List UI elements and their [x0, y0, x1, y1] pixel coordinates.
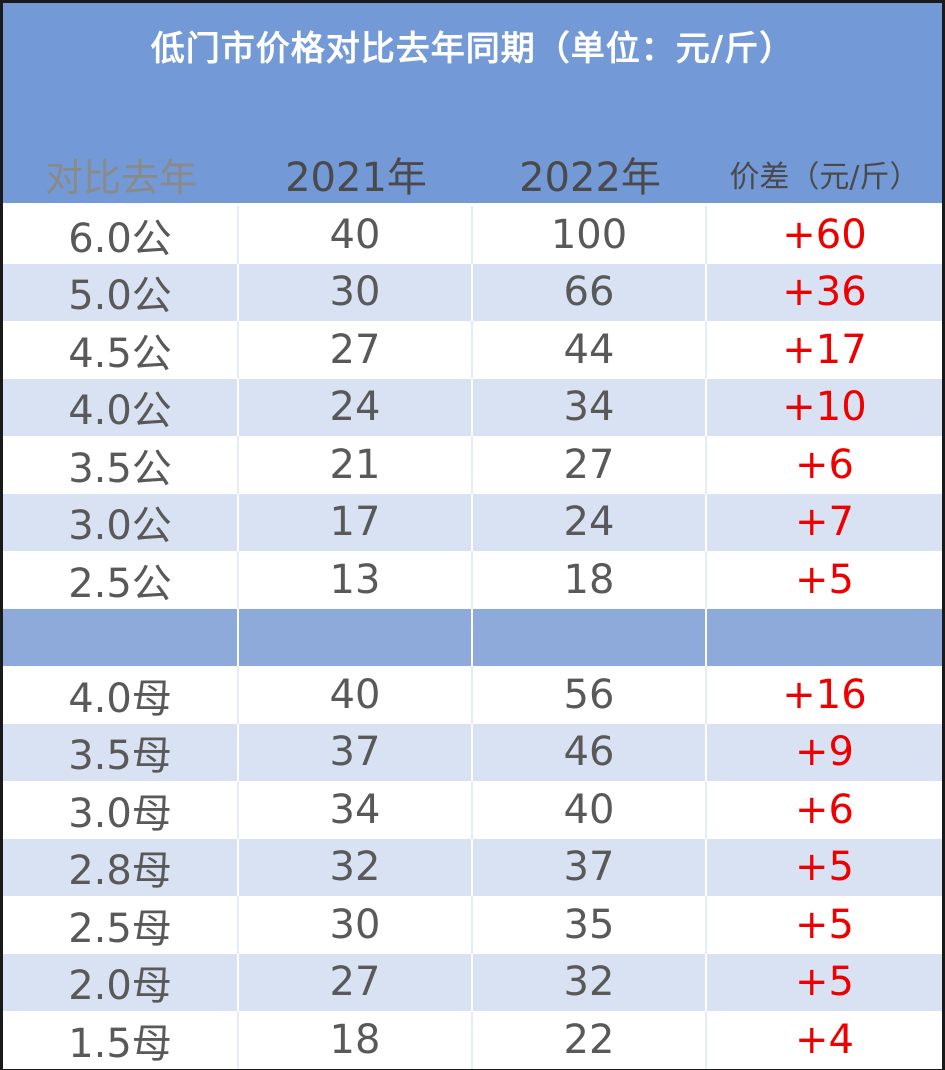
price-diff-cell: +10 — [782, 384, 867, 431]
price-2022-cell: 40 — [473, 781, 707, 839]
price-diff-cell: +17 — [782, 326, 867, 373]
spec-cell — [3, 608, 239, 666]
column-header-2022: 2022年 — [519, 155, 661, 201]
price-2021-cell — [239, 608, 473, 666]
header-banner: 低门市价格对比去年同期（单位：元/斤） 对比去年 2021年 2022年 价差（… — [3, 3, 942, 203]
price-2021-cell: 32 — [239, 838, 473, 896]
price-2021-cell: 27 — [239, 953, 473, 1011]
spec-cell: 5.0公 — [3, 263, 239, 321]
spec-cell: 4.5公 — [3, 321, 239, 379]
spec-cell: 3.5母 — [3, 723, 239, 781]
spec-cell: 1.5母 — [3, 1011, 239, 1069]
column-header-2021: 2021年 — [285, 155, 427, 201]
table-row: 4.5公 27 44 +17 — [3, 321, 942, 379]
price-diff-cell: +5 — [795, 959, 854, 1006]
price-diff-cell: +5 — [795, 556, 854, 603]
price-2022-cell: 100 — [473, 206, 707, 264]
price-diff-cell: +36 — [782, 269, 867, 316]
table-row: 2.5公 13 18 +5 — [3, 551, 942, 609]
price-2022-cell: 37 — [473, 838, 707, 896]
spec-cell: 2.8母 — [3, 838, 239, 896]
price-2022-cell: 66 — [473, 263, 707, 321]
price-diff-cell: +4 — [795, 1016, 854, 1063]
table-row: 4.0母 40 56 +16 — [3, 666, 942, 724]
price-diff-cell: +16 — [782, 671, 867, 718]
table-row: 3.0母 34 40 +6 — [3, 781, 942, 839]
price-2021-cell: 27 — [239, 321, 473, 379]
price-2022-cell: 56 — [473, 666, 707, 724]
column-header-diff: 价差（元/斤） — [729, 160, 920, 195]
price-2022-cell: 35 — [473, 896, 707, 954]
price-diff-cell: +9 — [795, 729, 854, 776]
price-2021-cell: 40 — [239, 206, 473, 264]
table-body: 6.0公 40 100 +60 5.0公 30 66 +36 4.5公 27 4… — [3, 206, 942, 1069]
spec-cell: 2.5母 — [3, 896, 239, 954]
table-row: 3.5公 21 27 +6 — [3, 436, 942, 494]
price-diff-cell: +7 — [795, 499, 854, 546]
price-2021-cell: 18 — [239, 1011, 473, 1069]
price-diff-cell — [707, 609, 942, 667]
spec-cell: 2.0母 — [3, 953, 239, 1011]
price-2022-cell: 32 — [473, 953, 707, 1011]
separator-row — [3, 608, 942, 667]
table-row: 6.0公 40 100 +60 — [3, 206, 942, 264]
price-2021-cell: 37 — [239, 723, 473, 781]
table-row: 1.5母 18 22 +4 — [3, 1011, 942, 1069]
spec-cell: 4.0公 — [3, 378, 239, 436]
price-diff-cell: +5 — [795, 901, 854, 948]
table-title: 低门市价格对比去年同期（单位：元/斤） — [150, 29, 795, 69]
spec-cell: 4.0母 — [3, 666, 239, 724]
price-diff-cell: +6 — [795, 786, 854, 833]
price-2021-cell: 30 — [239, 263, 473, 321]
price-diff-cell: +5 — [795, 844, 854, 891]
table-row: 2.5母 30 35 +5 — [3, 896, 942, 954]
spec-cell: 6.0公 — [3, 206, 239, 264]
spec-cell: 3.0母 — [3, 781, 239, 839]
price-2021-cell: 40 — [239, 666, 473, 724]
price-diff-cell: +6 — [795, 441, 854, 488]
table-row: 2.0母 27 32 +5 — [3, 953, 942, 1011]
price-2022-cell — [473, 608, 707, 666]
price-2022-cell: 27 — [473, 436, 707, 494]
price-2021-cell: 34 — [239, 781, 473, 839]
price-2022-cell: 24 — [473, 493, 707, 551]
price-2022-cell: 34 — [473, 378, 707, 436]
spec-cell: 2.5公 — [3, 551, 239, 609]
column-header-spec: 对比去年 — [44, 156, 197, 200]
price-2021-cell: 21 — [239, 436, 473, 494]
price-2021-cell: 17 — [239, 493, 473, 551]
price-2022-cell: 46 — [473, 723, 707, 781]
price-2021-cell: 13 — [239, 551, 473, 609]
price-2021-cell: 24 — [239, 378, 473, 436]
table-row: 2.8母 32 37 +5 — [3, 838, 942, 896]
table-row: 5.0公 30 66 +36 — [3, 263, 942, 321]
price-2022-cell: 22 — [473, 1011, 707, 1069]
table-row: 3.5母 37 46 +9 — [3, 723, 942, 781]
price-2022-cell: 18 — [473, 551, 707, 609]
price-2022-cell: 44 — [473, 321, 707, 379]
price-diff-cell: +60 — [782, 211, 867, 258]
table-row: 4.0公 24 34 +10 — [3, 378, 942, 436]
spec-cell: 3.5公 — [3, 436, 239, 494]
table-row: 3.0公 17 24 +7 — [3, 493, 942, 551]
spec-cell: 3.0公 — [3, 493, 239, 551]
price-2021-cell: 30 — [239, 896, 473, 954]
